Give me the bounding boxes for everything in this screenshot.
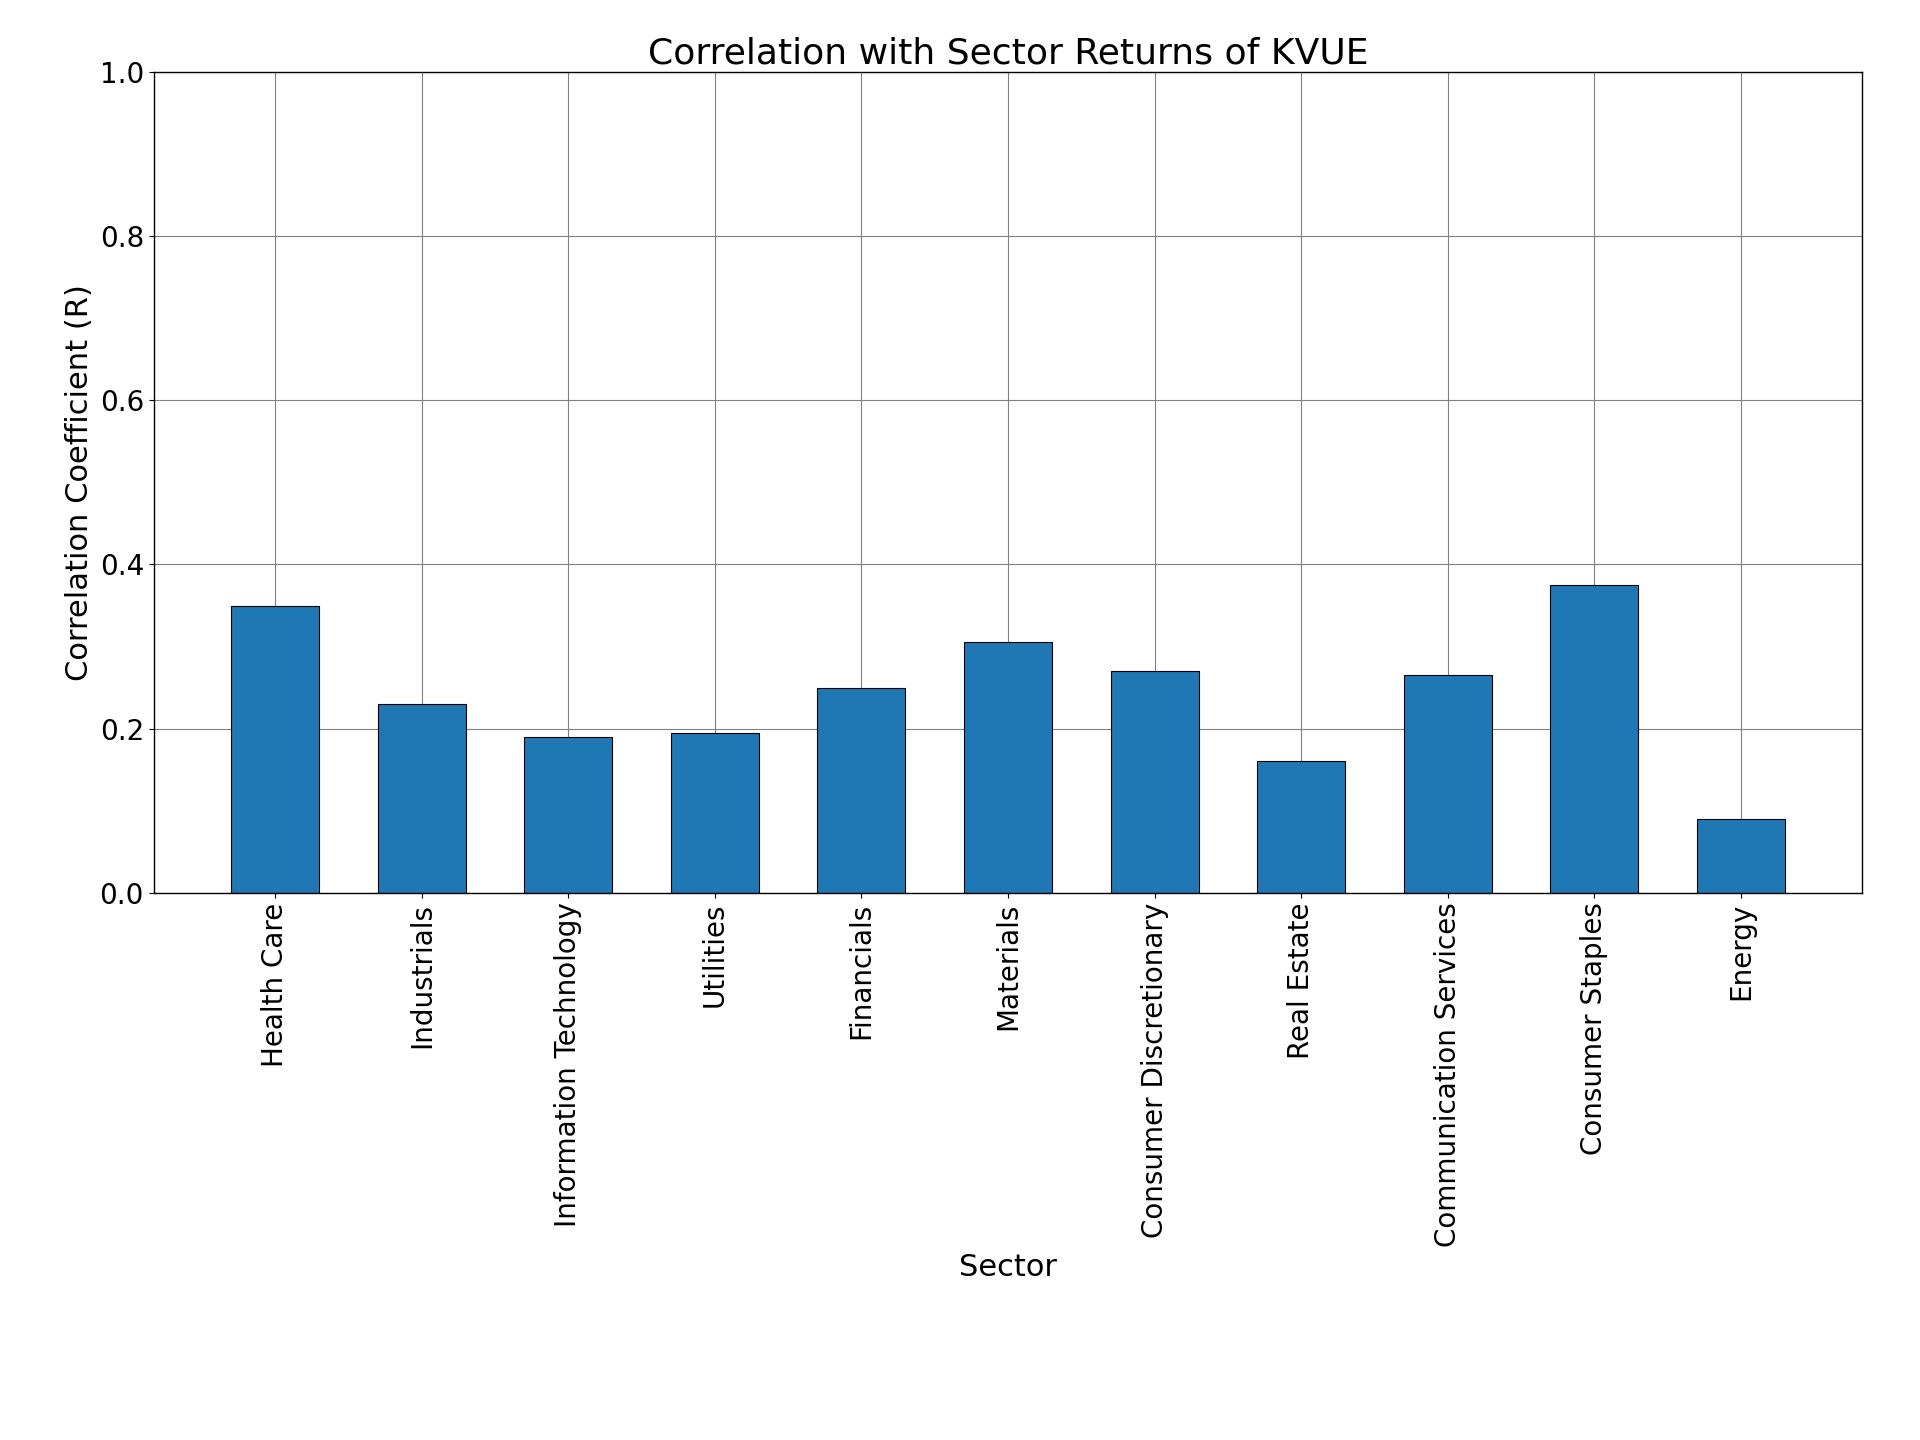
Bar [524, 737, 612, 893]
Bar [230, 605, 319, 893]
Bar [1258, 762, 1346, 893]
Y-axis label: Correlation Coefficient (R): Correlation Coefficient (R) [65, 284, 94, 681]
X-axis label: Sector: Sector [958, 1253, 1058, 1282]
Bar [1404, 675, 1492, 893]
Bar [1697, 819, 1786, 893]
Bar [964, 642, 1052, 893]
Bar [378, 704, 467, 893]
Bar [1110, 671, 1198, 893]
Title: Correlation with Sector Returns of KVUE: Correlation with Sector Returns of KVUE [647, 36, 1369, 71]
Bar [818, 687, 906, 893]
Bar [1549, 585, 1638, 893]
Bar [670, 733, 758, 893]
